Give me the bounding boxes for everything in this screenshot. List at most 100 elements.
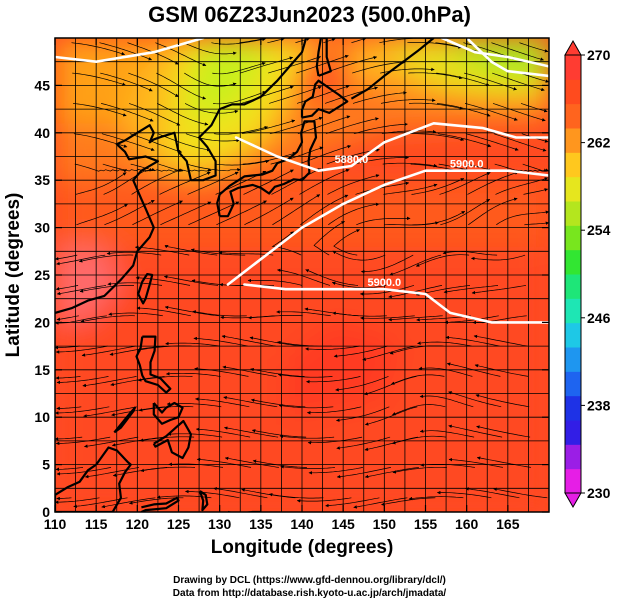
colorbar-segment [565, 225, 581, 251]
streamline [165, 372, 221, 377]
streamline [268, 85, 322, 104]
streamline [194, 367, 249, 377]
streamline [353, 122, 408, 135]
streamline [158, 163, 212, 172]
streamline [187, 171, 239, 195]
streamline [443, 285, 499, 294]
streamline [336, 467, 391, 479]
streamline [196, 457, 252, 468]
streamline [494, 163, 548, 172]
streamline [519, 42, 549, 53]
streamline [360, 315, 415, 320]
streamline [250, 367, 305, 377]
streamline [100, 72, 153, 92]
colorbar-segment [565, 176, 581, 202]
x-tick-label: 115 [85, 516, 108, 532]
streamline [131, 168, 182, 195]
streamline [242, 151, 297, 165]
streamline [300, 194, 349, 226]
streamline [216, 200, 267, 226]
streamline [323, 38, 336, 44]
streamline [471, 285, 526, 295]
streamline [159, 171, 211, 195]
streamline [128, 72, 179, 98]
streamline [356, 216, 411, 226]
streamline [392, 466, 447, 474]
streamline [83, 406, 138, 418]
streamline [139, 436, 195, 442]
streamline [444, 315, 499, 325]
colorbar-tick-label: 254 [587, 222, 611, 238]
streamline [327, 174, 380, 195]
streamline [473, 334, 528, 347]
streamline [474, 364, 529, 377]
streamline [448, 424, 503, 438]
streamline [102, 163, 156, 172]
y-tick-label: 35 [34, 172, 50, 188]
streamline [71, 42, 126, 56]
streamline [364, 467, 419, 479]
grid-lines [55, 38, 549, 512]
colorbar: 230 238 246 254 262 270 [564, 39, 611, 509]
colorbar-segment [565, 298, 581, 324]
streamline [415, 254, 470, 267]
streamline [240, 56, 294, 74]
streamline [388, 285, 443, 299]
streamline [195, 427, 251, 438]
coastline-sakhalin [315, 38, 332, 77]
streamline [193, 336, 248, 347]
contour-label: 5880.0 [335, 154, 369, 166]
streamline [128, 103, 181, 126]
streamline [382, 162, 438, 168]
streamline [137, 375, 193, 382]
y-tick-label: 10 [34, 409, 50, 425]
streamline [523, 188, 549, 195]
streamline [355, 181, 410, 195]
streamline [55, 345, 108, 354]
streamline [465, 133, 519, 151]
streamline [104, 199, 155, 226]
streamline [164, 244, 218, 256]
streamline [390, 374, 445, 385]
streamline [186, 163, 241, 172]
streamline [55, 254, 78, 261]
streamline [325, 497, 380, 508]
streamline [224, 426, 279, 438]
streamline [389, 254, 442, 276]
streamline [111, 406, 166, 417]
streamline [352, 91, 407, 104]
streamline [492, 103, 546, 122]
streamline [167, 432, 223, 438]
streamline [493, 133, 547, 152]
coastline-sulawesi-north [140, 496, 180, 512]
streamline [332, 250, 386, 261]
colorbar-segment [565, 468, 581, 494]
streamline [308, 467, 363, 475]
streamline [211, 38, 266, 45]
colorbar-tick-label: 230 [587, 485, 611, 501]
streamline [252, 459, 307, 468]
x-tick-label: 160 [455, 516, 479, 532]
streamline [313, 220, 345, 256]
streamline [305, 345, 360, 351]
credits: Drawing by DCL (https://www.gfd-dennou.o… [0, 574, 619, 600]
streamline [409, 133, 465, 142]
streamline [160, 201, 212, 226]
streamline [298, 145, 352, 165]
streamline [55, 436, 83, 441]
y-tick-label: 25 [34, 267, 50, 283]
coastline-taiwan [137, 273, 154, 305]
streamline [522, 163, 549, 172]
streamline [130, 163, 184, 172]
streamline [279, 434, 335, 439]
streamline [188, 201, 240, 226]
coastline-kyushu-honshu [216, 120, 318, 218]
streamline [392, 404, 446, 416]
contour-label: 5900.0 [450, 159, 484, 171]
colorbar-tick-label: 238 [587, 397, 611, 413]
streamline [297, 115, 351, 135]
streamline [82, 376, 137, 388]
streamline [464, 103, 518, 121]
streamline [465, 487, 520, 499]
